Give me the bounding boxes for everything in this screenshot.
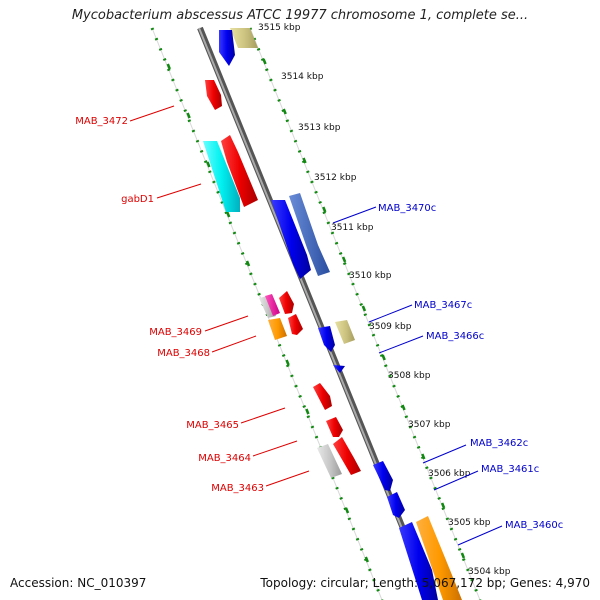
tick-label-3506: 3506 kbp bbox=[428, 469, 471, 479]
gene-block-grey-3463[interactable] bbox=[317, 444, 342, 478]
gene-arrow-mab-3464[interactable] bbox=[326, 417, 343, 437]
gene-arrow-red-3468[interactable] bbox=[288, 314, 303, 335]
gene-arrow-steel[interactable] bbox=[289, 193, 330, 276]
gene-arrow-mab-3461c[interactable] bbox=[387, 492, 405, 518]
gene-label-mab-3461c[interactable]: MAB_3461c bbox=[481, 464, 539, 475]
tick-label-3505: 3505 kbp bbox=[448, 518, 491, 528]
gene-arrow-mab-3472[interactable] bbox=[205, 80, 222, 110]
gene-arrow-blue[interactable] bbox=[219, 30, 235, 66]
gene-block-khaki-3467c[interactable] bbox=[335, 320, 355, 344]
accession-text: Accession: NC_010397 bbox=[10, 576, 147, 590]
forward-gene-labels: MAB_3472 gabD1 MAB_3469 MAB_3468 MAB_346… bbox=[75, 105, 310, 494]
gene-arrow-red-3469[interactable] bbox=[279, 291, 294, 314]
tick-label-3509: 3509 kbp bbox=[369, 322, 412, 332]
gene-label-mab-3465[interactable]: MAB_3465 bbox=[186, 420, 239, 431]
gene-arrow-mab-3462c[interactable] bbox=[373, 461, 393, 491]
gene-label-mab-3469[interactable]: MAB_3469 bbox=[149, 327, 202, 338]
gene-label-mab-3467c[interactable]: MAB_3467c bbox=[414, 300, 472, 311]
gene-block-orange-3460c[interactable] bbox=[416, 516, 462, 600]
tick-label-3510: 3510 kbp bbox=[349, 271, 392, 281]
gene-features bbox=[203, 28, 462, 600]
reverse-track-dotted-line bbox=[248, 27, 482, 600]
gene-label-mab-3468[interactable]: MAB_3468 bbox=[157, 348, 210, 359]
gene-arrow-small-blue[interactable] bbox=[333, 365, 345, 373]
tick-label-3511: 3511 kbp bbox=[331, 223, 374, 233]
gene-label-mab-3464[interactable]: MAB_3464 bbox=[198, 453, 251, 464]
gene-label-mab-3460c[interactable]: MAB_3460c bbox=[505, 520, 563, 531]
map-title: Mycobacterium abscessus ATCC 19977 chrom… bbox=[71, 8, 529, 23]
tick-label-3515: 3515 kbp bbox=[258, 23, 301, 33]
gene-label-mab-3472[interactable]: MAB_3472 bbox=[75, 116, 128, 127]
tick-label-3513: 3513 kbp bbox=[298, 123, 341, 133]
gene-arrow-gabd1[interactable] bbox=[203, 141, 240, 212]
tick-label-3512: 3512 kbp bbox=[314, 173, 357, 183]
tick-label-3504: 3504 kbp bbox=[468, 567, 511, 577]
gene-block-pink[interactable] bbox=[265, 294, 280, 316]
gene-arrow-red-upstream[interactable] bbox=[221, 135, 258, 207]
gene-arrow-mab-3460c[interactable] bbox=[399, 522, 438, 600]
tick-label-3508: 3508 kbp bbox=[388, 371, 431, 381]
reverse-gene-labels: MAB_3470c MAB_3467c MAB_3466c MAB_3462c … bbox=[332, 203, 563, 546]
gene-label-mab-3462c[interactable]: MAB_3462c bbox=[470, 438, 528, 449]
gene-block-orange-3468[interactable] bbox=[268, 318, 287, 340]
gene-arrow-mab-3465[interactable] bbox=[313, 383, 332, 410]
gene-arrow-mab-3466c[interactable] bbox=[318, 326, 335, 352]
gene-arrow-mab-3470c[interactable] bbox=[271, 200, 311, 279]
gene-arrow-mab-3463[interactable] bbox=[333, 437, 361, 475]
kbp-tick-labels: 3515 kbp 3514 kbp 3513 kbp 3512 kbp 3511… bbox=[258, 23, 511, 577]
genome-stats-text: Topology: circular; Length: 5,067,172 bp… bbox=[260, 576, 590, 590]
gene-label-mab-3470c[interactable]: MAB_3470c bbox=[378, 203, 436, 214]
tick-label-3507: 3507 kbp bbox=[408, 420, 451, 430]
gene-block-khaki[interactable] bbox=[230, 28, 258, 48]
tick-label-3514: 3514 kbp bbox=[281, 72, 324, 82]
gene-label-mab-3466c[interactable]: MAB_3466c bbox=[426, 331, 484, 342]
gene-label-gabd1[interactable]: gabD1 bbox=[121, 194, 154, 205]
track-major-ticks bbox=[166, 58, 466, 563]
gene-label-mab-3463[interactable]: MAB_3463 bbox=[211, 483, 264, 494]
